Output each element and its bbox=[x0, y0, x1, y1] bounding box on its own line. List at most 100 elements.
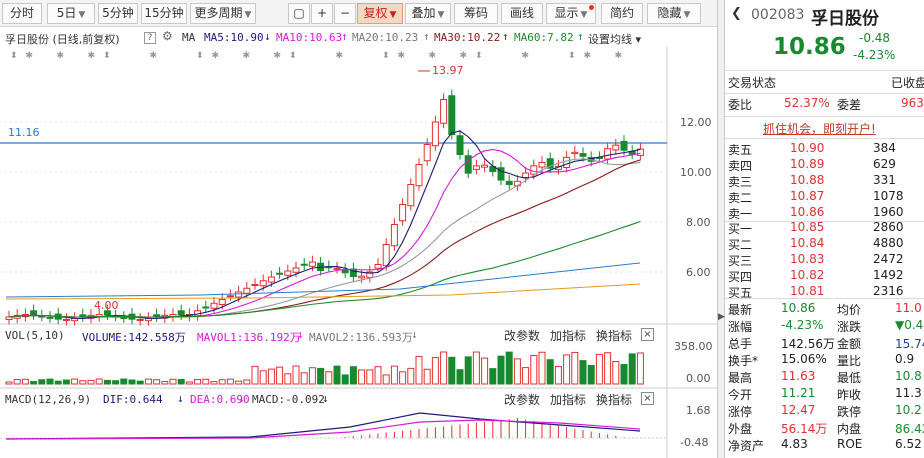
event-marker: ✱ bbox=[26, 51, 34, 61]
sell-row[interactable]: 卖五 10.90 384 bbox=[725, 141, 924, 157]
candle-body bbox=[202, 306, 210, 309]
period-intraday-button[interactable]: 分时 bbox=[2, 3, 42, 24]
display-button[interactable]: 显示 ▼ bbox=[546, 3, 596, 24]
period-15min-button[interactable]: 15分钟 bbox=[141, 3, 187, 24]
stat-value: 10.8 bbox=[895, 369, 922, 383]
chevron-down-icon: ▼ bbox=[683, 10, 691, 20]
volume-bar bbox=[620, 364, 628, 385]
candle-body bbox=[276, 272, 284, 275]
event-marker: ⬍ bbox=[382, 51, 390, 61]
open-account-link[interactable]: 抓住机会，即刻开户! bbox=[763, 122, 876, 136]
back-arrow-icon[interactable]: ❮ bbox=[731, 6, 742, 21]
stat-value: 11.0 bbox=[895, 301, 922, 315]
overlay-button[interactable]: 叠加 ▼ bbox=[405, 3, 451, 24]
volume-bar bbox=[595, 353, 603, 385]
buy-row[interactable]: 买四 10.82 1492 bbox=[725, 268, 924, 284]
ma10-line bbox=[8, 148, 641, 318]
sell-level-label: 卖五 bbox=[728, 143, 753, 157]
adjust-button[interactable]: 复权 ▼ bbox=[357, 3, 403, 24]
volume-bar bbox=[161, 381, 169, 385]
vol-close-icon[interactable]: × bbox=[641, 328, 654, 341]
vol-switch-indicator-button[interactable]: 换指标 bbox=[596, 329, 633, 343]
buy-row[interactable]: 买一 10.85 2860 bbox=[725, 220, 924, 236]
y-tick-label: 12.00 bbox=[680, 116, 712, 129]
vol-add-indicator-button[interactable]: 加指标 bbox=[550, 329, 587, 343]
volume-bar bbox=[366, 369, 374, 385]
stat-row: 净资产 4.83 ROE 6.52 bbox=[725, 437, 924, 453]
buy-level-label: 买二 bbox=[728, 238, 753, 252]
ma30-value: MA30:10.22 bbox=[434, 31, 501, 44]
macd-close-icon[interactable]: × bbox=[641, 392, 654, 405]
volume-bar bbox=[21, 378, 29, 385]
volume-bar bbox=[612, 361, 620, 385]
stat-value: 10.2 bbox=[895, 403, 922, 417]
candle-body bbox=[440, 99, 448, 124]
stat-label: 金额 bbox=[837, 337, 862, 351]
minus-icon[interactable]: − bbox=[334, 3, 356, 24]
buy-row[interactable]: 买三 10.83 2472 bbox=[725, 252, 924, 268]
plus-icon[interactable]: + bbox=[311, 3, 333, 24]
stat-value: 12.47 bbox=[781, 403, 816, 417]
stat-label: 涨幅 bbox=[728, 320, 753, 334]
draw-line-button[interactable]: 画线 bbox=[501, 3, 543, 24]
volume-bar bbox=[604, 352, 612, 385]
collapse-arrow-icon[interactable]: ▶ bbox=[718, 312, 725, 322]
price-change: -0.48 bbox=[859, 31, 891, 45]
chevron-down-icon: ▼ bbox=[437, 10, 445, 20]
volume-bar bbox=[546, 359, 554, 385]
ma-settings-button[interactable]: 设置均线 ▾ bbox=[588, 33, 642, 46]
panel-splitter[interactable]: ▶ bbox=[717, 0, 725, 458]
macd-dea: DEA:0.690 bbox=[190, 393, 250, 406]
stat-label: 昨收 bbox=[837, 388, 862, 402]
event-marker: ✱ bbox=[522, 51, 530, 61]
sell-volume: 331 bbox=[873, 173, 896, 187]
macd-y-bottom: -0.48 bbox=[680, 436, 709, 449]
arrow-down-icon: ↓ bbox=[264, 30, 271, 43]
period-5min-button[interactable]: 5分钟 bbox=[98, 3, 138, 24]
macd-add-indicator-button[interactable]: 加指标 bbox=[550, 393, 587, 407]
vol-params-button[interactable]: 改参数 bbox=[504, 329, 541, 343]
buy-row[interactable]: 买五 10.81 2316 bbox=[725, 284, 924, 300]
volume-bar bbox=[54, 380, 62, 385]
volume-bar bbox=[62, 379, 70, 385]
help-icon[interactable]: ? bbox=[144, 30, 156, 44]
volume-bar bbox=[415, 356, 423, 385]
macd-params-button[interactable]: 改参数 bbox=[504, 393, 541, 407]
macd-dea-line bbox=[5, 419, 641, 440]
event-marker: ✱ bbox=[429, 51, 437, 61]
vol-y-bottom: 0.00 bbox=[686, 372, 711, 385]
sell-row[interactable]: 卖二 10.87 1078 bbox=[725, 189, 924, 205]
stat-label: 今开 bbox=[728, 388, 753, 402]
candle-body bbox=[177, 310, 185, 316]
event-marker: ✱ bbox=[274, 51, 282, 61]
ma-long-line bbox=[5, 262, 641, 298]
volume-bar bbox=[259, 370, 267, 385]
sell-row[interactable]: 卖三 10.88 331 bbox=[725, 173, 924, 189]
more-periods-button[interactable]: 更多周期 ▼ bbox=[190, 3, 256, 24]
volume-bar bbox=[144, 378, 152, 385]
square-icon[interactable]: ▢ bbox=[288, 3, 310, 24]
gear-icon[interactable]: ⚙ bbox=[162, 29, 173, 43]
kline-chart-area[interactable]: 孚日股份 (日线,前复权) ? ⚙ MA MA5:10.90 ↓ MA10:10… bbox=[0, 27, 717, 458]
candle-body bbox=[497, 167, 505, 181]
volume-bar bbox=[87, 379, 95, 385]
trade-status-label: 交易状态 bbox=[728, 76, 777, 90]
hide-button[interactable]: 隐藏 ▼ bbox=[647, 3, 701, 24]
chips-button[interactable]: 筹码 bbox=[454, 3, 498, 24]
low-marker-label: 4.00 bbox=[94, 299, 119, 312]
period-5day-button[interactable]: 5日 ▼ bbox=[47, 3, 95, 24]
ma60-value: MA60:7.82 bbox=[514, 31, 574, 44]
vol-y-top: 358.00 bbox=[674, 340, 713, 353]
sell-row[interactable]: 卖四 10.89 629 bbox=[725, 157, 924, 173]
sell-price: 10.89 bbox=[790, 157, 825, 171]
simple-mode-button[interactable]: 简约 bbox=[601, 3, 643, 24]
sell-row[interactable]: 卖一 10.86 1960 bbox=[725, 205, 924, 221]
event-marker: ⬍ bbox=[10, 51, 18, 61]
weicha-label: 委差 bbox=[837, 98, 862, 112]
macd-switch-indicator-button[interactable]: 换指标 bbox=[596, 393, 633, 407]
candle-body bbox=[563, 156, 571, 169]
event-marker: ✱ bbox=[615, 51, 623, 61]
candle-body bbox=[300, 263, 308, 266]
buy-row[interactable]: 买二 10.84 4880 bbox=[725, 236, 924, 252]
